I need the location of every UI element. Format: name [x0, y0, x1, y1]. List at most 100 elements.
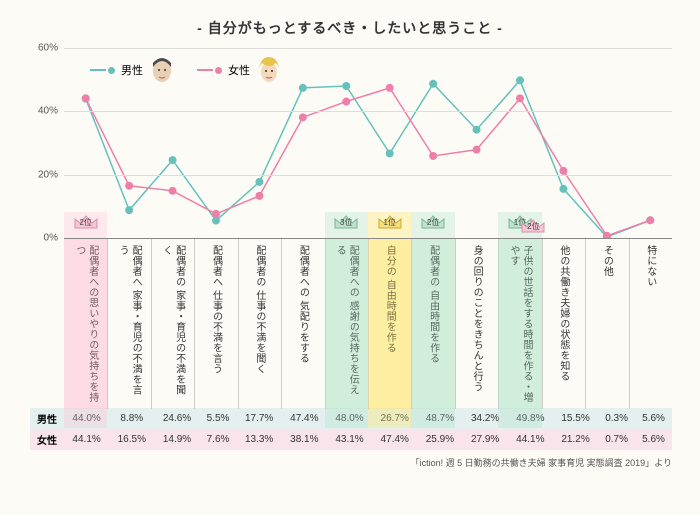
category-divider [281, 239, 282, 409]
y-axis: 0%20%40%60% [28, 48, 62, 238]
table-cell: 5.6% [635, 408, 672, 429]
series-point [299, 113, 307, 121]
series-point [82, 94, 90, 102]
category-divider [238, 239, 239, 409]
series-point [473, 126, 481, 134]
category-label: 身の回りのことをきちんと行う [470, 245, 483, 392]
data-table: 男性44.0%8.8%24.6%5.5%17.7%47.4%48.0%26.7%… [30, 408, 672, 450]
category-divider [542, 239, 543, 409]
category-divider [151, 239, 152, 409]
category-divider [585, 239, 586, 409]
rank-crown-icon: 2位 [73, 214, 99, 234]
category-label: 配偶者への 感謝の気持ちを伝える [333, 245, 359, 405]
table-cell: 38.1% [282, 429, 327, 450]
category-label: 他の共働き夫婦の状態を知る [557, 245, 570, 382]
table-cell: 48.7% [417, 408, 462, 429]
table-cell: 8.8% [109, 408, 154, 429]
y-tick: 20% [38, 169, 58, 180]
male-face-icon [149, 55, 175, 85]
rank-crown-icon: 2位 [520, 218, 546, 238]
table-cell: 5.5% [200, 408, 237, 429]
grid-line [64, 111, 672, 112]
series-point [169, 187, 177, 195]
series-point [125, 182, 133, 190]
table-cell: 47.4% [372, 429, 417, 450]
table-cell: 15.5% [553, 408, 598, 429]
grid-line [64, 48, 672, 49]
category-label: 特にない [644, 245, 657, 287]
category-label: 配偶者の 家事・育児の不満を聞く [160, 245, 186, 405]
series-point [255, 192, 263, 200]
category-divider [194, 239, 195, 409]
series-point [386, 84, 394, 92]
series-point [299, 84, 307, 92]
series-point [212, 210, 220, 218]
table-cell: 43.1% [327, 429, 372, 450]
series-point [342, 98, 350, 106]
chart-title: - 自分がもっとするべき・したいと思うこと - [24, 18, 676, 38]
series-point [473, 146, 481, 154]
table-cell: 44.0% [64, 408, 109, 429]
category-label: 配偶者へ 家事・育児の不満を言う [116, 245, 142, 405]
series-point [559, 185, 567, 193]
legend-male: 男性 [90, 55, 175, 85]
series-point [386, 149, 394, 157]
female-face-icon [256, 55, 282, 85]
series-point [646, 216, 654, 224]
table-cell: 48.0% [327, 408, 372, 429]
legend-male-label: 男性 [121, 62, 143, 78]
row-header: 男性 [30, 408, 64, 429]
legend: 男性 女性 [90, 55, 282, 85]
category-divider [107, 239, 108, 409]
table-row: 女性44.1%16.5%14.9%7.6%13.3%38.1%43.1%47.4… [30, 429, 672, 450]
category-divider [498, 239, 499, 409]
table-cell: 34.2% [463, 408, 508, 429]
rank-crown-icon: 2位 [420, 214, 446, 234]
table-cell: 7.6% [200, 429, 237, 450]
legend-female-label: 女性 [228, 62, 250, 78]
rank-crown-icon: 3位 [333, 214, 359, 234]
series-point [342, 82, 350, 90]
y-tick: 40% [38, 106, 58, 117]
category-axis: 配偶者への思いやりの気持ちを持つ配偶者へ 家事・育児の不満を言う配偶者の 家事・… [64, 238, 672, 408]
table-cell: 44.1% [64, 429, 109, 450]
table-cell: 44.1% [508, 429, 553, 450]
table-cell: 0.7% [598, 429, 635, 450]
table-cell: 14.9% [154, 429, 199, 450]
category-label: その他 [600, 245, 613, 277]
category-divider [368, 239, 369, 409]
row-header: 女性 [30, 429, 64, 450]
category-label: 子供の世話をする時間を作る・増やす [507, 245, 533, 405]
table-cell: 5.6% [635, 429, 672, 450]
series-point [255, 178, 263, 186]
category-divider [629, 239, 630, 409]
source-citation: 「iction! 週 5 日勤務の共働き夫婦 家事育児 実態調査 2019」より [24, 456, 676, 469]
category-divider [455, 239, 456, 409]
series-point [516, 76, 524, 84]
series-point [516, 94, 524, 102]
table-cell: 13.3% [237, 429, 282, 450]
legend-female: 女性 [197, 55, 282, 85]
category-label: 配偶者の 自由時間を作る [427, 245, 440, 364]
table-cell: 16.5% [109, 429, 154, 450]
category-label: 自分の 自由時間を作る [383, 245, 396, 353]
table-cell: 21.2% [553, 429, 598, 450]
category-divider [411, 239, 412, 409]
table-row: 男性44.0%8.8%24.6%5.5%17.7%47.4%48.0%26.7%… [30, 408, 672, 429]
series-point [559, 167, 567, 175]
series-point [429, 80, 437, 88]
table-cell: 17.7% [237, 408, 282, 429]
rank-crown-icon: 1位 [377, 214, 403, 234]
table-cell: 47.4% [282, 408, 327, 429]
series-point [125, 206, 133, 214]
table-cell: 26.7% [372, 408, 417, 429]
y-tick: 0% [44, 233, 58, 244]
category-label: 配偶者への思いやりの気持ちを持つ [73, 245, 99, 405]
table-cell: 0.3% [598, 408, 635, 429]
table-cell: 27.9% [463, 429, 508, 450]
series-point [429, 152, 437, 160]
series-point [169, 156, 177, 164]
table-cell: 49.8% [508, 408, 553, 429]
category-label: 配偶者へ 仕事の不満を言う [210, 245, 223, 374]
grid-line [64, 175, 672, 176]
